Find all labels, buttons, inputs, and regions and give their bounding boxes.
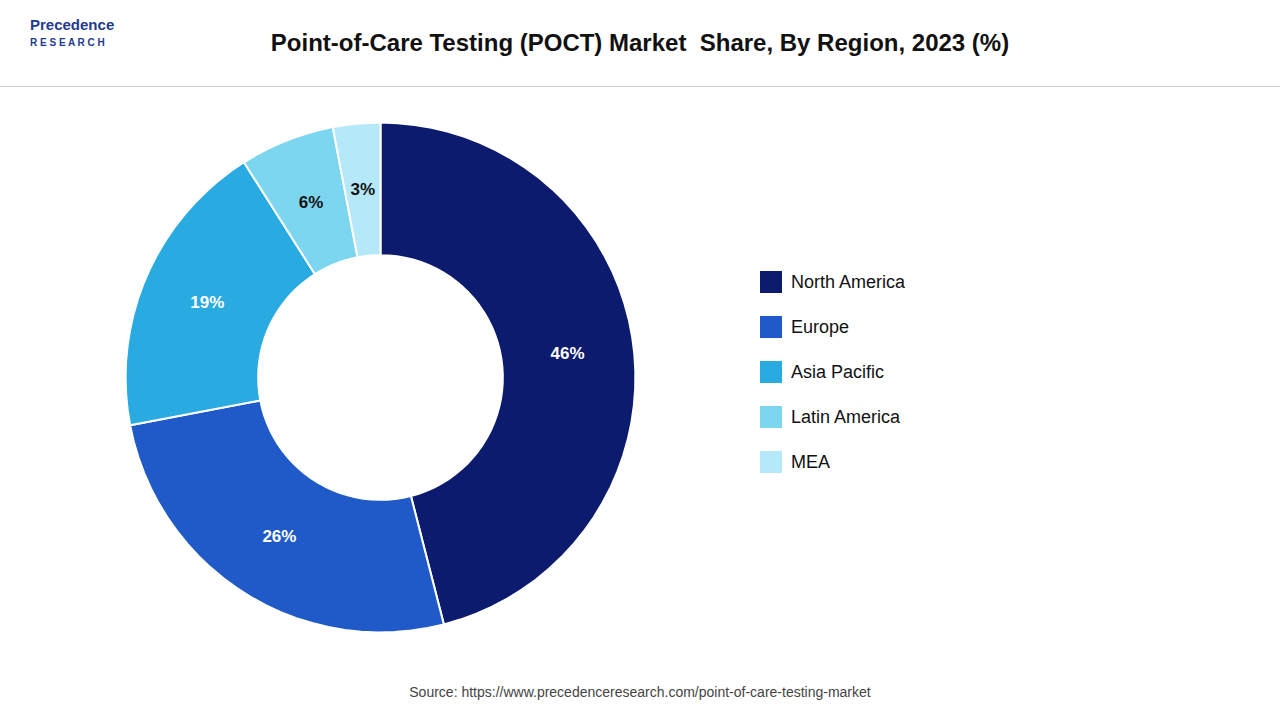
svg-text:46%: 46% (551, 344, 585, 363)
svg-text:6%: 6% (299, 193, 324, 212)
svg-text:19%: 19% (190, 293, 224, 312)
html-text:North America: North America (791, 272, 905, 292)
html-text:R E S E A R C H: R E S E A R C H (30, 37, 105, 48)
html-text:Asia Pacific: Asia Pacific (791, 362, 884, 382)
svg-text:3%: 3% (350, 180, 375, 199)
html-text:MEA: MEA (791, 452, 830, 472)
html-text:Europe: Europe (791, 317, 849, 337)
html-text:Point-of-Care Testing (POCT) M: Point-of-Care Testing (POCT) Market Shar… (270, 29, 1010, 56)
html-text:Source: https://www.precedence: Source: https://www.precedenceresearch.c… (409, 684, 871, 700)
svg-text:26%: 26% (262, 527, 296, 546)
html-text:Latin America: Latin America (791, 407, 901, 427)
html-text:Precedence: Precedence (30, 16, 115, 33)
